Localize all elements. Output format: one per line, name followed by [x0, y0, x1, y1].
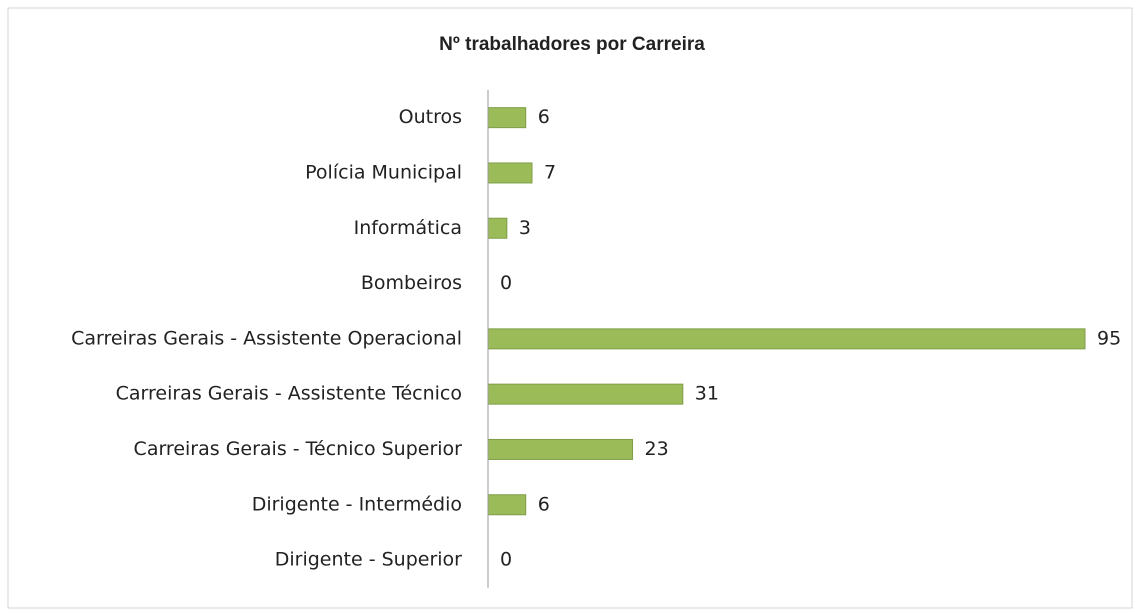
chart-title: Nº trabalhadores por Carreira: [439, 34, 705, 55]
value-label: 3: [519, 217, 531, 239]
value-label: 31: [695, 383, 719, 405]
value-label: 0: [500, 549, 512, 571]
category-label: Bombeiros: [361, 272, 462, 294]
value-label: 95: [1097, 327, 1121, 349]
category-label: Carreiras Gerais - Assistente Técnico: [116, 383, 462, 405]
bar: [487, 494, 527, 516]
category-label: Dirigente - Superior: [275, 549, 462, 571]
category-label: Dirigente - Intermédio: [252, 493, 462, 515]
value-label: 23: [645, 438, 669, 460]
bar: [487, 383, 684, 405]
bar: [487, 438, 634, 460]
category-label: Outros: [399, 106, 462, 128]
bar: [487, 328, 1086, 350]
category-label: Carreiras Gerais - Técnico Superior: [134, 438, 463, 460]
value-label: 6: [538, 493, 550, 515]
bar: [487, 162, 533, 184]
bar: [487, 217, 508, 239]
category-label: Carreiras Gerais - Assistente Operaciona…: [71, 327, 462, 349]
category-label: Polícia Municipal: [305, 161, 462, 183]
value-label: 6: [538, 106, 550, 128]
category-label: Informática: [354, 217, 462, 239]
bar: [487, 107, 527, 129]
chart-frame: [7, 7, 1133, 609]
value-label: 0: [500, 272, 512, 294]
value-label: 7: [544, 161, 556, 183]
